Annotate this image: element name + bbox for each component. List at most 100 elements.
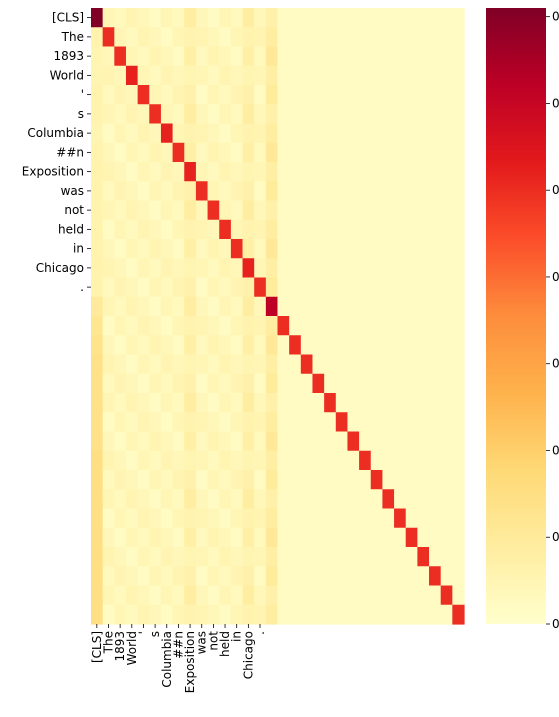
heatmap-cell <box>324 566 337 587</box>
heatmap-cell <box>195 508 209 529</box>
heatmap-cell <box>137 412 150 433</box>
heatmap-cell <box>184 489 197 510</box>
heatmap-cell <box>300 431 314 452</box>
heatmap-cell <box>242 527 255 548</box>
heatmap-cell <box>300 258 314 279</box>
heatmap-cell <box>195 46 209 67</box>
heatmap-cell <box>219 508 232 529</box>
heatmap-cell <box>102 239 115 259</box>
heatmap-cell <box>91 296 104 317</box>
heatmap-cell <box>382 412 395 433</box>
heatmap-cell <box>382 200 395 221</box>
heatmap-cell <box>300 412 314 433</box>
heatmap-cell <box>440 181 453 202</box>
heatmap-cell <box>114 258 127 279</box>
heatmap-cell <box>219 277 232 298</box>
heatmap-cell <box>440 604 453 625</box>
heatmap-cell <box>324 219 337 240</box>
heatmap-cell <box>184 450 197 471</box>
heatmap-cell <box>160 104 174 125</box>
heatmap-cell <box>102 65 115 86</box>
heatmap-cell <box>335 527 349 548</box>
heatmap-cell <box>359 604 372 625</box>
heatmap-cell <box>230 123 244 144</box>
heatmap-cell <box>370 412 384 433</box>
heatmap-cell <box>114 239 127 259</box>
heatmap-cell <box>254 239 267 259</box>
heatmap-cell <box>242 604 255 625</box>
heatmap-cell <box>242 181 255 202</box>
heatmap-cell <box>230 258 244 279</box>
heatmap-cell <box>254 123 267 144</box>
heatmap-cell <box>172 277 185 298</box>
heatmap-cell <box>405 547 418 567</box>
heatmap-cell <box>114 527 127 548</box>
heatmap-cell <box>405 508 418 529</box>
heatmap-cell <box>312 412 325 433</box>
heatmap-cell <box>102 162 115 182</box>
heatmap-cell <box>102 277 115 298</box>
heatmap-cell <box>242 393 255 413</box>
heatmap-cell <box>207 527 220 548</box>
heatmap-cell <box>452 393 465 413</box>
heatmap-cell <box>137 489 150 510</box>
heatmap-cell <box>335 431 349 452</box>
heatmap-cell <box>324 431 337 452</box>
heatmap-cell <box>91 142 104 163</box>
heatmap-cell <box>102 85 115 105</box>
heatmap-cell <box>429 489 442 510</box>
heatmap-cell <box>452 566 465 587</box>
heatmap-cell <box>417 239 430 259</box>
heatmap-cell <box>347 27 360 48</box>
heatmap-cell <box>394 104 407 125</box>
heatmap-cell <box>149 604 162 625</box>
heatmap-cell <box>335 412 349 433</box>
heatmap-cell <box>254 393 267 413</box>
heatmap-cell <box>219 335 232 356</box>
heatmap-cell <box>172 46 185 67</box>
heatmap-cell <box>137 46 150 67</box>
heatmap-cell <box>324 239 337 259</box>
heatmap-cell <box>324 412 337 433</box>
heatmap-cell <box>370 604 384 625</box>
heatmap-cell <box>324 104 337 125</box>
heatmap-cell <box>324 470 337 490</box>
heatmap-cell <box>114 412 127 433</box>
heatmap-cell <box>137 8 150 28</box>
heatmap-cell <box>265 470 279 490</box>
heatmap-cell <box>149 239 162 259</box>
heatmap-cell <box>254 181 267 202</box>
heatmap-cell <box>312 431 325 452</box>
heatmap-cell <box>242 104 255 125</box>
heatmap-cell <box>382 162 395 182</box>
heatmap-cell <box>382 239 395 259</box>
heatmap-cell <box>370 277 384 298</box>
heatmap-cell <box>195 123 209 144</box>
heatmap-cell <box>324 46 337 67</box>
heatmap-cell <box>137 104 150 125</box>
heatmap-cell <box>440 239 453 259</box>
heatmap-cell <box>102 142 115 163</box>
heatmap-cell <box>405 65 418 86</box>
heatmap-cell <box>347 547 360 567</box>
heatmap-cell <box>324 200 337 221</box>
heatmap-cell <box>172 8 185 28</box>
heatmap-cell <box>394 8 407 28</box>
heatmap-cell <box>335 65 349 86</box>
heatmap-cell <box>324 27 337 48</box>
heatmap-cell <box>289 181 302 202</box>
heatmap-cell <box>254 335 267 356</box>
heatmap-cell <box>405 393 418 413</box>
heatmap-cell <box>429 508 442 529</box>
x-tick-label: Chicago <box>241 631 255 679</box>
heatmap-cell <box>382 316 395 336</box>
heatmap-cell <box>172 296 185 317</box>
heatmap-cell <box>195 85 209 105</box>
heatmap-cell <box>265 354 279 375</box>
heatmap-cell <box>394 335 407 356</box>
heatmap-cell <box>219 142 232 163</box>
heatmap-cell <box>382 335 395 356</box>
heatmap-cell <box>125 585 139 606</box>
heatmap-cell <box>382 65 395 86</box>
heatmap-cell <box>417 431 430 452</box>
